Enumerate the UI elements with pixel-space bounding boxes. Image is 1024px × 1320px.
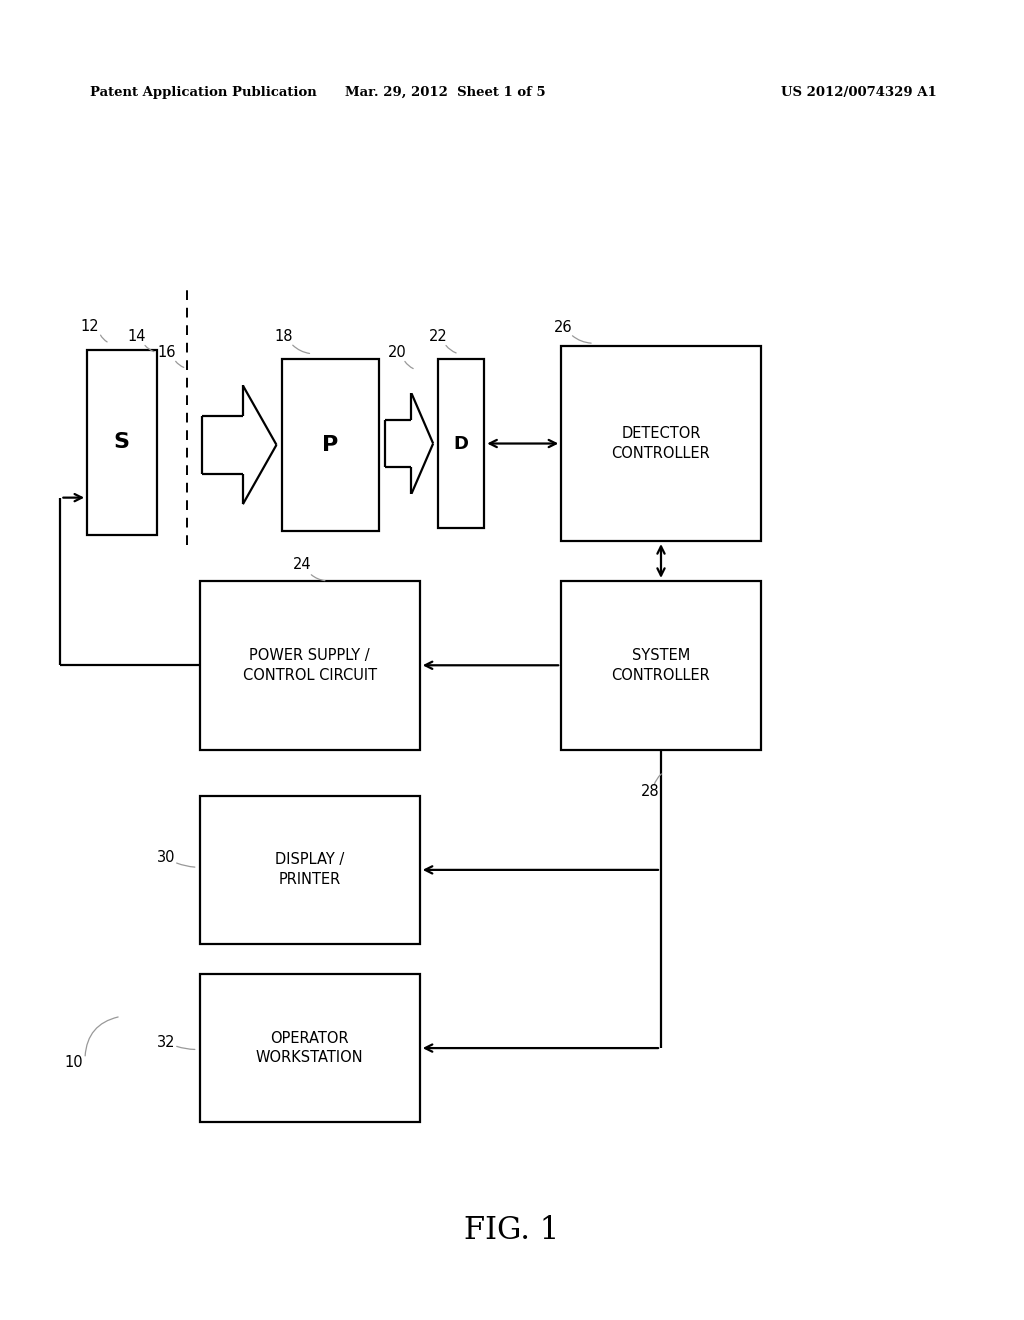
Text: POWER SUPPLY /
CONTROL CIRCUIT: POWER SUPPLY / CONTROL CIRCUIT	[243, 648, 377, 682]
Text: 16: 16	[158, 345, 176, 360]
Polygon shape	[243, 385, 276, 504]
Text: Mar. 29, 2012  Sheet 1 of 5: Mar. 29, 2012 Sheet 1 of 5	[345, 86, 546, 99]
Text: 32: 32	[157, 1035, 175, 1051]
Text: US 2012/0074329 A1: US 2012/0074329 A1	[781, 86, 937, 99]
Polygon shape	[412, 393, 433, 494]
Text: 26: 26	[554, 319, 572, 335]
Text: 28: 28	[641, 784, 659, 800]
Bar	[561, 346, 761, 541]
Text: 12: 12	[81, 318, 99, 334]
Text: 24: 24	[293, 557, 311, 573]
Text: SYSTEM
CONTROLLER: SYSTEM CONTROLLER	[611, 648, 711, 682]
Text: 22: 22	[429, 329, 447, 345]
Text: 18: 18	[274, 329, 293, 345]
Text: 10: 10	[65, 1055, 83, 1071]
Text: S: S	[114, 432, 130, 453]
Bar	[202, 416, 243, 474]
Text: DETECTOR
CONTROLLER: DETECTOR CONTROLLER	[611, 426, 711, 461]
Text: 14: 14	[127, 329, 145, 345]
Text: 30: 30	[157, 850, 175, 866]
Text: 20: 20	[388, 345, 407, 360]
Bar	[87, 350, 157, 535]
Text: DISPLAY /
PRINTER: DISPLAY / PRINTER	[275, 853, 344, 887]
Bar	[385, 420, 412, 467]
Text: FIG. 1: FIG. 1	[464, 1214, 560, 1246]
Bar	[200, 974, 420, 1122]
Text: P: P	[323, 434, 338, 455]
Bar	[438, 359, 484, 528]
Bar	[200, 581, 420, 750]
Bar	[561, 581, 761, 750]
Text: OPERATOR
WORKSTATION: OPERATOR WORKSTATION	[256, 1031, 364, 1065]
Bar	[200, 796, 420, 944]
Text: Patent Application Publication: Patent Application Publication	[90, 86, 316, 99]
Text: D: D	[454, 434, 469, 453]
Bar	[282, 359, 379, 531]
